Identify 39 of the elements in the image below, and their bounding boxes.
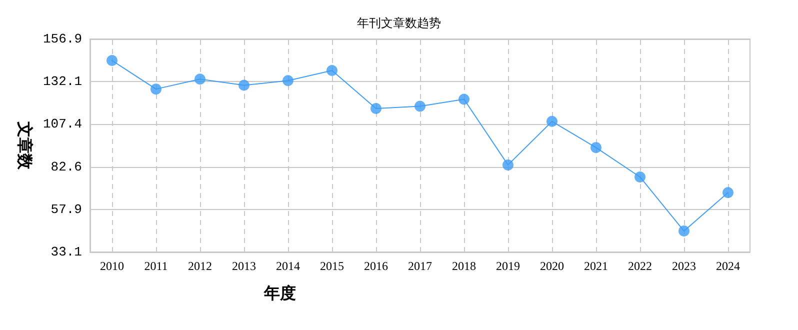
x-tick-label: 2012	[188, 259, 212, 273]
point	[590, 142, 602, 154]
x-tick-label: 2020	[540, 259, 564, 273]
x-tick-label: 2014	[276, 259, 300, 273]
point	[634, 171, 646, 182]
y-tick-label: 57.9	[50, 202, 82, 217]
x-tick-label: 2016	[364, 259, 388, 273]
x-tick-label: 2022	[628, 259, 652, 273]
point	[370, 103, 382, 114]
x-tick-label: 2015	[320, 259, 344, 273]
point	[238, 80, 250, 91]
point	[722, 187, 734, 198]
point	[282, 75, 294, 86]
x-tick-label: 2013	[232, 259, 256, 273]
point	[194, 74, 206, 85]
point	[502, 159, 514, 170]
y-tick-label: 82.6	[50, 159, 82, 174]
x-tick-label: 2011	[144, 259, 168, 273]
y-axis-title: 文章数	[16, 120, 34, 170]
point	[458, 94, 470, 105]
x-tick-label: 2010	[100, 259, 124, 273]
point	[150, 84, 162, 95]
x-tick-label: 2023	[672, 259, 696, 273]
y-tick-label: 132.1	[42, 74, 82, 90]
y-tick-label: 156.9	[42, 32, 82, 46]
point	[326, 64, 338, 76]
point	[414, 100, 426, 112]
x-tick-label: 2021	[584, 259, 608, 273]
chart-title: 年刊文章数趋势	[357, 16, 441, 30]
point	[678, 226, 690, 237]
x-tick-label: 2024	[716, 259, 740, 273]
point	[546, 116, 558, 127]
y-tick-label: 33.1	[50, 244, 82, 260]
x-axis-title: 年度	[263, 284, 296, 302]
y-tick-label: 107.4	[42, 116, 82, 132]
x-tick-label: 2017	[408, 259, 432, 273]
point	[106, 55, 118, 66]
x-tick-label: 2019	[496, 259, 520, 273]
x-tick-label: 2018	[452, 259, 476, 273]
